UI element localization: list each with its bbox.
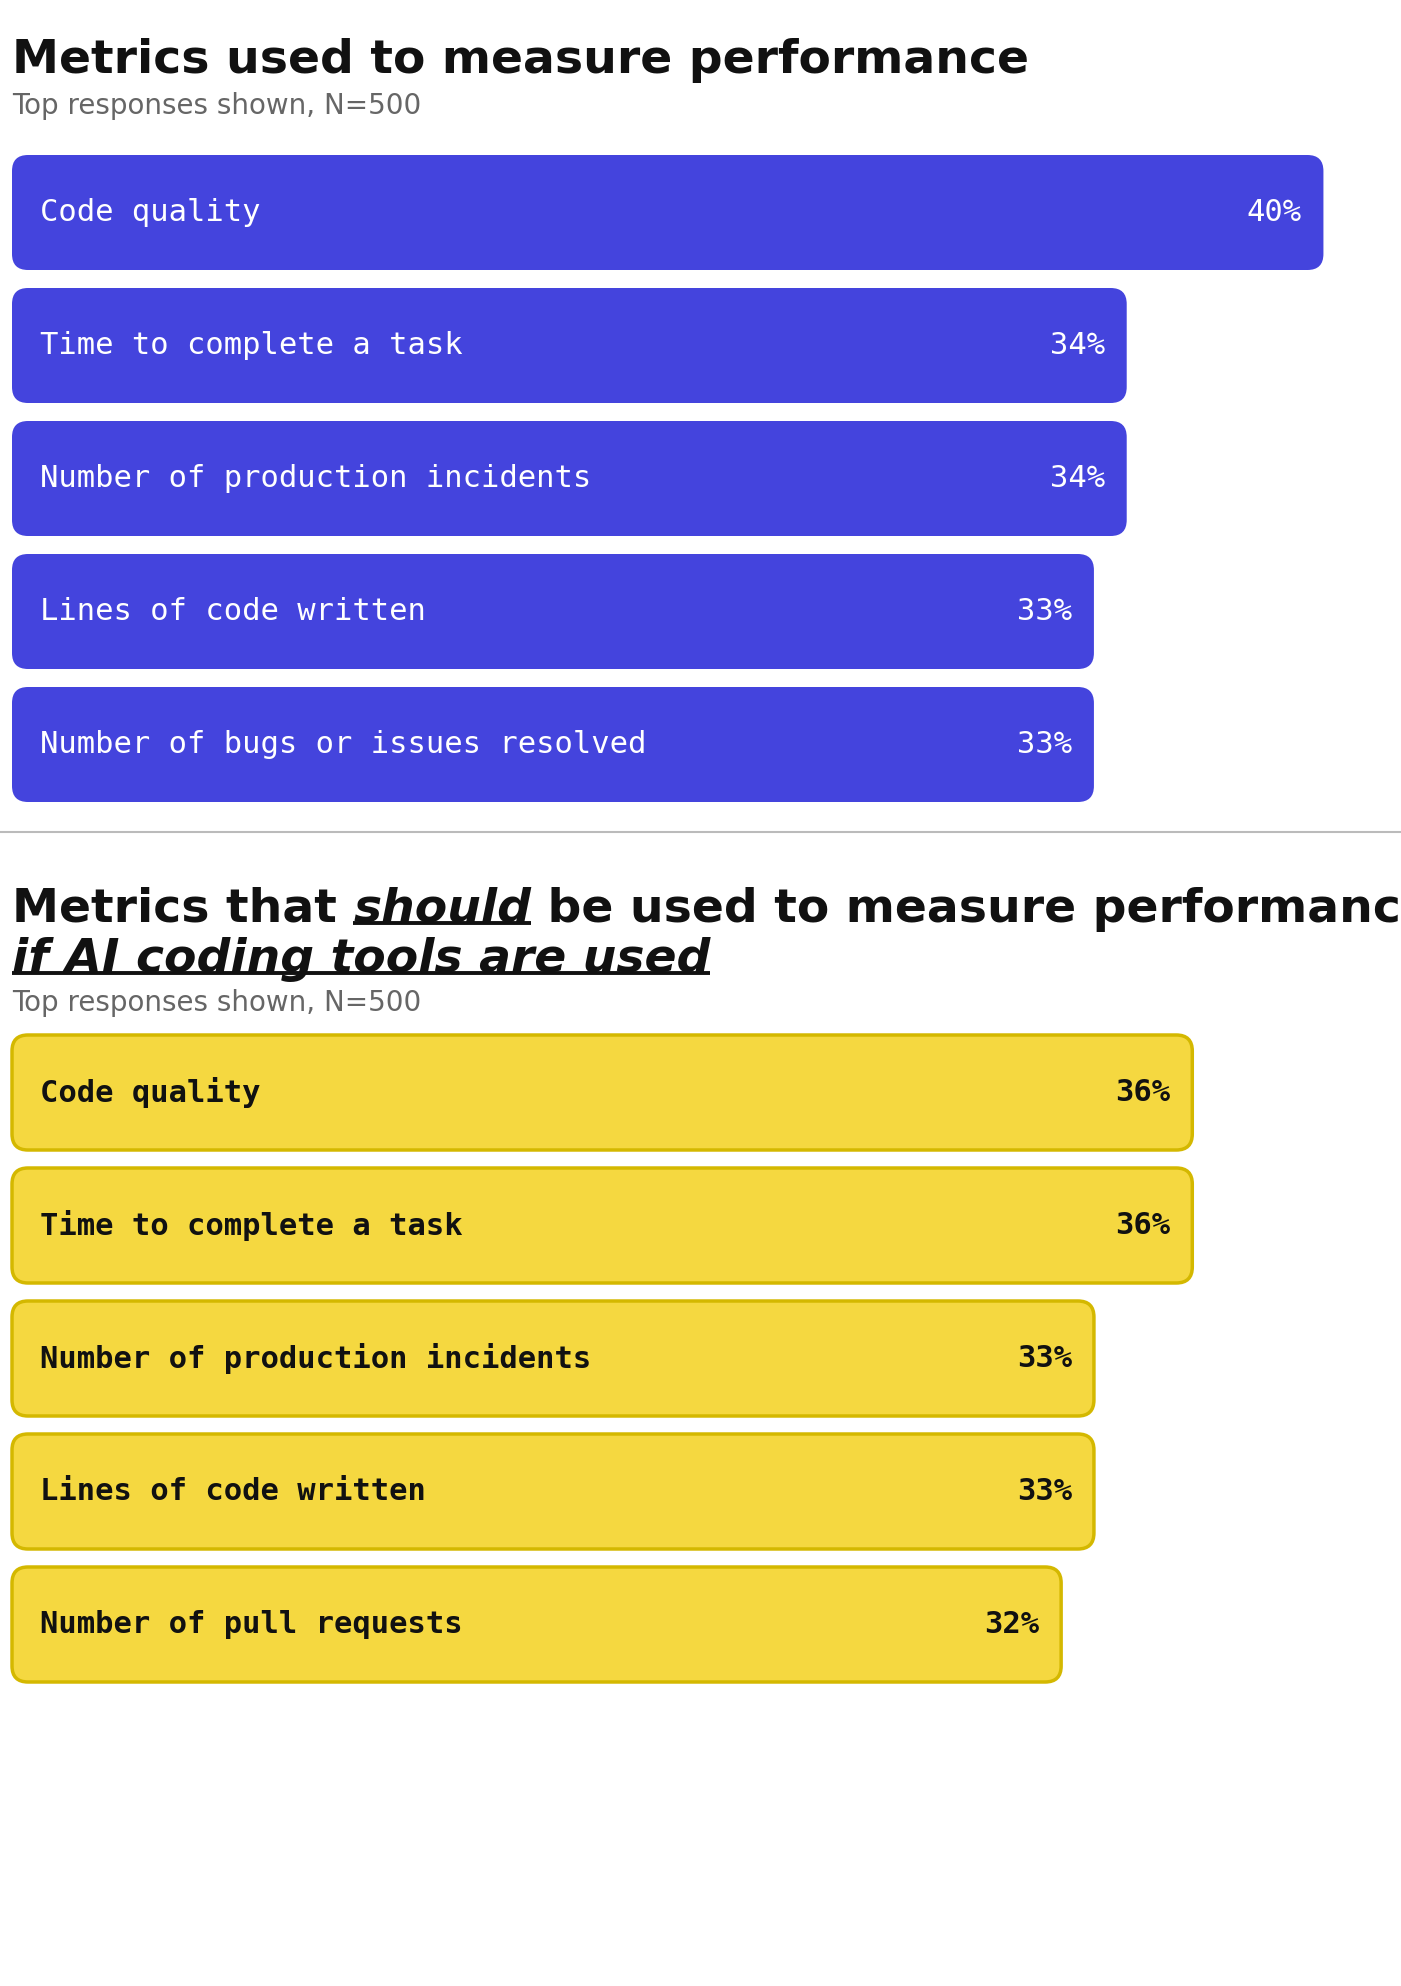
FancyBboxPatch shape [13,421,1126,536]
Text: should: should [353,888,531,931]
Text: Metrics used to measure performance: Metrics used to measure performance [13,38,1028,83]
FancyBboxPatch shape [13,1567,1061,1682]
Text: Top responses shown, N=500: Top responses shown, N=500 [13,989,422,1017]
FancyBboxPatch shape [13,1035,1192,1150]
FancyBboxPatch shape [13,554,1094,669]
Text: 33%: 33% [1017,1478,1072,1505]
Text: Number of production incidents: Number of production incidents [41,465,591,493]
Text: 36%: 36% [1115,1078,1170,1106]
Text: Code quality: Code quality [41,1076,261,1108]
Text: if AI coding tools are used: if AI coding tools are used [13,937,710,981]
Text: Number of pull requests: Number of pull requests [41,1611,462,1638]
Text: 33%: 33% [1017,1345,1072,1372]
Text: Number of production incidents: Number of production incidents [41,1343,591,1374]
FancyBboxPatch shape [13,1168,1192,1283]
Text: be used to measure performance: be used to measure performance [531,888,1401,931]
Text: Time to complete a task: Time to complete a task [41,332,462,359]
Text: 34%: 34% [1049,332,1105,359]
Text: 32%: 32% [984,1611,1040,1638]
Text: Code quality: Code quality [41,199,261,226]
Text: Lines of code written: Lines of code written [41,1478,426,1505]
FancyBboxPatch shape [13,1434,1094,1549]
Text: 33%: 33% [1017,731,1072,759]
Text: Top responses shown, N=500: Top responses shown, N=500 [13,91,422,119]
FancyBboxPatch shape [13,1301,1094,1416]
Text: Metrics that: Metrics that [13,888,353,931]
Text: 40%: 40% [1247,199,1302,226]
Text: 36%: 36% [1115,1211,1170,1239]
Text: 33%: 33% [1017,598,1072,626]
Text: Lines of code written: Lines of code written [41,598,426,626]
Text: 34%: 34% [1049,465,1105,493]
FancyBboxPatch shape [13,687,1094,802]
FancyBboxPatch shape [13,155,1324,270]
Text: Time to complete a task: Time to complete a task [41,1209,462,1241]
FancyBboxPatch shape [13,288,1126,403]
Text: Number of bugs or issues resolved: Number of bugs or issues resolved [41,731,646,759]
